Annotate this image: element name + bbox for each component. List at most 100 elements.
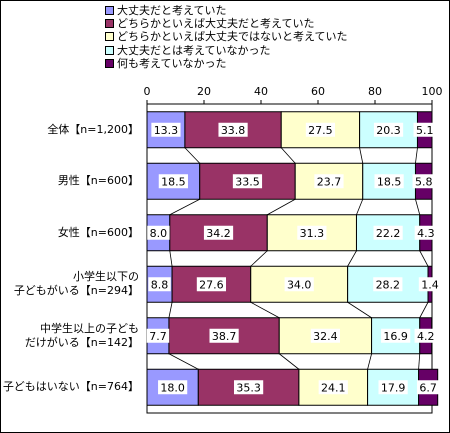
data-label: 4.2: [417, 330, 435, 343]
series-line: [347, 301, 372, 319]
category-label-line: 小学生以下の: [73, 270, 139, 284]
series-line: [278, 353, 300, 370]
legend-item: 大丈夫だとは考えていなかった: [105, 44, 347, 57]
plot-area: [146, 103, 433, 414]
legend-item: どちらかといえば大丈夫ではないと考えていた: [105, 30, 347, 43]
data-label: 8.8: [151, 278, 169, 291]
data-label: 33.5: [235, 175, 260, 188]
data-label: 16.9: [383, 330, 408, 343]
legend-swatch: [105, 32, 114, 42]
data-label: 13.3: [154, 124, 179, 137]
data-label: 18.5: [161, 175, 186, 188]
data-label: 27.6: [199, 278, 224, 291]
category-label: 女性【n=600】: [58, 226, 139, 240]
data-label-bg: [234, 380, 264, 395]
data-label-bg: [203, 225, 234, 240]
data-label-bg: [416, 380, 440, 395]
series-line: [169, 250, 173, 267]
series-line: [280, 147, 296, 164]
legend-label: どちらかといえば大丈夫ではないと考えていた: [117, 30, 348, 44]
category-label-line: 男性【n=600】: [57, 174, 139, 188]
data-label: 7.7: [149, 330, 167, 343]
category-label-line: 全体【n=1,200】: [47, 122, 139, 136]
legend-item: どちらかといえば大丈夫だと考えていた: [105, 17, 347, 30]
category-label: 男性【n=600】: [58, 174, 139, 188]
data-label-bg: [318, 380, 348, 395]
x-tick-label: 60: [311, 85, 325, 98]
legend-swatch: [105, 19, 114, 29]
data-label-bg: [310, 328, 341, 343]
series-line: [169, 198, 200, 216]
legend-label: 何も考えていなかった: [117, 56, 227, 70]
data-label-bg: [284, 277, 314, 292]
series-line: [367, 353, 372, 370]
series-line: [418, 353, 421, 370]
data-label-bg: [418, 277, 442, 292]
legend-swatch: [105, 45, 114, 55]
data-label: 4.3: [417, 227, 435, 240]
data-label-bg: [414, 328, 437, 343]
data-label: 5.1: [416, 124, 434, 137]
data-label: 5.8: [415, 175, 433, 188]
category-label-line: 子どもはいない【n=764】: [2, 380, 139, 394]
bar-segment: [294, 162, 364, 200]
series-line: [168, 302, 173, 318]
category-label: 中学生以上の子ども だけがいる【n=142】: [25, 322, 139, 350]
data-label-bg: [381, 328, 411, 343]
data-label: 18.0: [160, 381, 185, 394]
data-label-bg: [373, 225, 403, 240]
x-tick-label: 80: [368, 85, 382, 98]
series-line: [347, 250, 357, 267]
series-line: [359, 147, 364, 164]
data-label-bg: [232, 174, 263, 189]
data-label: 27.5: [308, 124, 333, 137]
data-label-bg: [158, 380, 188, 395]
legend-label: 大丈夫だとは考えていなかった: [117, 43, 271, 57]
data-label: 24.1: [321, 381, 346, 394]
data-label-bg: [218, 122, 248, 137]
data-label-bg: [146, 328, 170, 343]
data-label-bg: [151, 122, 181, 137]
category-label: 全体【n=1,200】: [47, 123, 139, 137]
data-label: 20.3: [376, 124, 401, 137]
series-line: [415, 199, 421, 215]
series-line: [267, 198, 296, 216]
data-label-bg: [414, 225, 438, 240]
data-label-bg: [413, 122, 436, 137]
data-label-bg: [378, 380, 408, 395]
data-label: 34.2: [206, 227, 231, 240]
series-line: [250, 250, 268, 267]
data-label-bg: [158, 174, 188, 189]
category-label-line: 女性【n=600】: [57, 225, 139, 239]
data-label-bg: [196, 277, 227, 292]
category-label-line: 中学生以上の子ども: [40, 321, 139, 335]
data-label-bg: [373, 122, 404, 137]
data-label-bg: [148, 277, 171, 292]
data-label: 1.4: [421, 278, 439, 291]
legend-item: 大丈夫だと考えていた: [105, 4, 347, 17]
data-label: 8.0: [150, 227, 168, 240]
data-label: 6.7: [419, 381, 437, 394]
data-label: 35.3: [236, 381, 261, 394]
data-label-bg: [147, 225, 170, 240]
x-tick-label: 0: [144, 85, 151, 98]
legend-label: どちらかといえば大丈夫だと考えていた: [117, 17, 315, 31]
legend-label: 大丈夫だと考えていた: [117, 4, 227, 17]
series-line: [415, 147, 418, 164]
category-label-line: 子どもがいる【n=294】: [13, 284, 139, 298]
legend-swatch: [105, 6, 114, 16]
data-label: 23.7: [317, 175, 342, 188]
data-label: 33.8: [221, 124, 246, 137]
data-label: 28.2: [376, 278, 401, 291]
category-label: 子どもはいない【n=764】: [3, 380, 139, 394]
data-label-bg: [314, 174, 344, 189]
data-label-bg: [209, 328, 239, 343]
data-label-bg: [373, 277, 403, 292]
legend: 大丈夫だと考えていた どちらかといえば大丈夫だと考えていた どちらかといえば大丈夫で…: [105, 4, 347, 70]
data-label: 32.4: [313, 330, 338, 343]
data-label: 38.7: [212, 330, 237, 343]
data-label: 34.0: [287, 278, 312, 291]
legend-swatch: [105, 58, 114, 68]
series-line: [184, 147, 201, 164]
